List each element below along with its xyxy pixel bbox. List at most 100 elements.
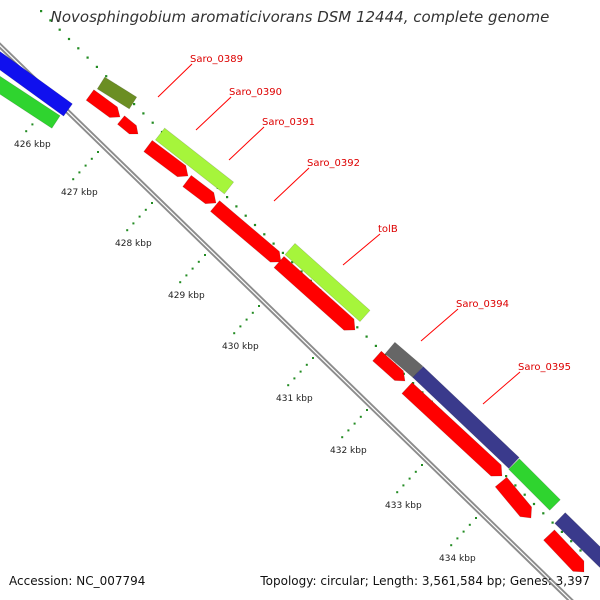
cds-arrow [494,476,532,519]
gene-label: Saro_0394 [456,299,509,310]
outer-tick [133,103,136,106]
outer-tick [142,112,145,115]
outer-tick [356,326,359,329]
backbone-inner [0,44,572,600]
outer-tick [226,196,229,199]
outer-tick [58,28,61,31]
tick-dot [396,491,399,494]
outer-tick [244,214,247,217]
green-gene-band [508,458,561,511]
tick-dot [353,422,356,425]
kbp-label: 434 kbp [439,554,476,564]
tick-dot [144,208,147,211]
cds-arrow [143,139,189,178]
outer-tick [235,205,238,208]
tick-dot [359,415,362,418]
gene-label: Saro_0391 [262,117,315,128]
outer-tick [560,530,563,533]
outer-tick [374,344,377,347]
kbp-label: 429 kbp [168,291,205,301]
tick-dot [132,222,135,225]
outer-tick [67,37,71,41]
yellowgreen-gene-band [154,127,235,195]
outer-tick [151,121,154,124]
cds-arrow [273,255,356,331]
leader-line [273,167,310,202]
leader-line [482,371,521,405]
tick-dot [239,325,242,328]
outer-tick [77,47,80,50]
tick-dot [468,523,471,526]
outer-tick [86,56,89,59]
outer-tick [300,270,303,273]
tick-dot [366,409,368,411]
outer-tick [263,233,266,236]
outer-tick [412,382,415,385]
outer-tick [365,335,368,338]
tick-dot [305,363,308,366]
cds-arrow [117,115,139,135]
summary-text: Topology: circular; Length: 3,561,584 bp… [260,574,590,588]
navy-gene-band [554,512,600,568]
tick-dot [138,215,141,218]
tick-dot [197,260,200,263]
gene-label: Saro_0395 [518,362,571,373]
blue-feature-band [0,51,73,117]
tick-dot [126,229,129,232]
accession-text: Accession: NC_007794 [9,574,146,588]
green-feature-band [0,75,61,129]
outer-tick [291,261,294,264]
cds-arrow [210,200,282,263]
outer-tick [281,251,284,254]
labels-layer: Saro_0389 Saro_0390 Saro_0391 Saro_0392 tolB… [157,54,571,405]
tick-dot [179,281,182,284]
tick-dot [312,357,314,359]
gene-label: tolB [378,224,398,235]
tick-dot [408,477,411,480]
tick-dot [341,436,344,439]
kbp-label: 427 kbp [61,188,98,198]
outer-tick [532,502,536,506]
leader-line [157,63,193,98]
tick-dot [191,267,194,270]
tick-dot [414,470,417,473]
kbp-label: 433 kbp [385,501,422,511]
kbp-label: 430 kbp [222,342,259,352]
cds-arrow [543,529,585,573]
map-title: Novosphingobium aromaticivorans DSM 1244… [50,8,550,26]
tick-dot [97,151,99,153]
tick-dot [204,254,206,256]
kbp-label: 431 kbp [276,394,313,404]
tick-dot [251,311,254,314]
olive-gene-band [96,76,138,110]
outer-tick [523,493,526,496]
gene-label: Saro_0392 [307,158,360,169]
outer-tick [105,75,108,78]
outer-tick [95,65,98,68]
outer-tick [570,540,573,543]
tick-dot [90,157,93,160]
tick-dot [245,318,248,321]
navy-gene-band [412,366,520,469]
tick-dot [456,537,459,540]
gene-label: Saro_0389 [190,54,243,65]
tick-dot [450,544,453,547]
leader-line [195,96,232,131]
leader-line [228,126,265,161]
outer-tick [579,549,582,552]
tick-dot [287,384,290,387]
yellowgreen-gene-band [284,242,371,323]
leader-line [342,233,381,266]
gray-gene-band [384,341,424,379]
outer-tick [272,242,275,245]
tick-dot [25,130,28,133]
outer-tick [253,223,257,227]
kbp-label: 426 kbp [14,140,51,150]
cds-arrow [85,89,121,118]
tick-dot [475,517,477,519]
tick-dot [185,274,188,277]
tick-dot [293,377,296,380]
outer-tick [514,484,517,487]
